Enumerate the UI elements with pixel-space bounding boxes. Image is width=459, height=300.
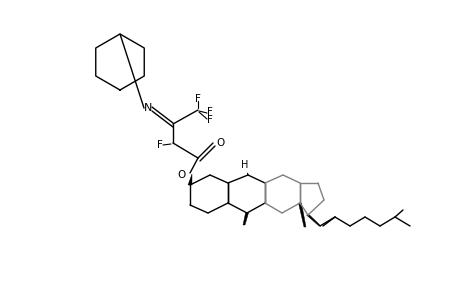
- Polygon shape: [242, 213, 248, 225]
- Text: F: F: [207, 107, 213, 117]
- Polygon shape: [306, 215, 320, 226]
- Text: F: F: [157, 140, 162, 150]
- Text: F: F: [207, 115, 213, 125]
- Text: O: O: [216, 138, 224, 148]
- Polygon shape: [298, 203, 305, 227]
- Text: O: O: [178, 170, 186, 180]
- Text: N: N: [144, 103, 152, 113]
- Text: F: F: [195, 94, 201, 104]
- Polygon shape: [188, 174, 191, 185]
- Text: H: H: [241, 160, 248, 170]
